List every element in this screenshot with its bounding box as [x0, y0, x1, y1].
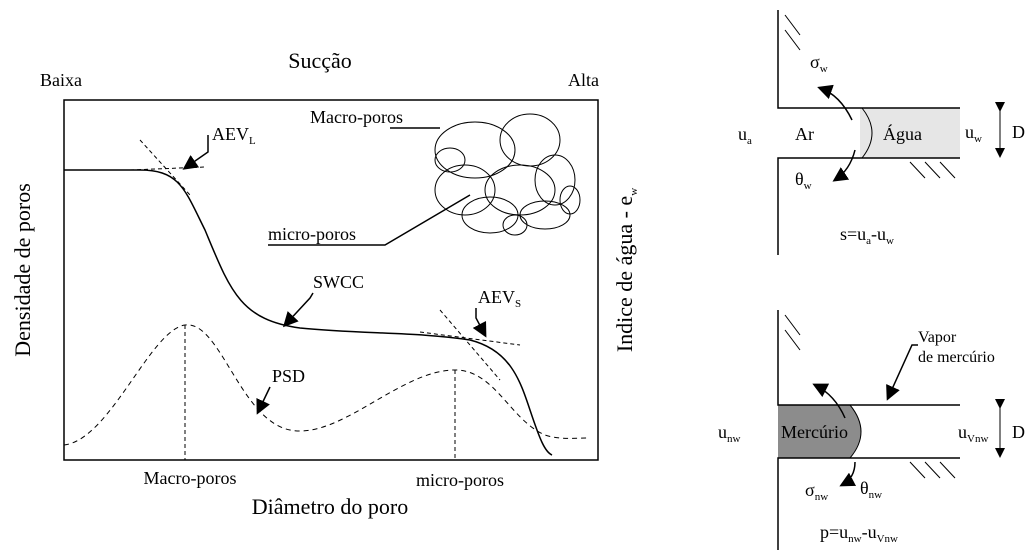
hatch: [784, 14, 956, 179]
subscript: nw: [848, 533, 862, 545]
arrow: [817, 84, 853, 121]
arrow: [812, 383, 846, 419]
subscript: w: [804, 180, 812, 192]
text: u: [718, 422, 727, 442]
sigma-w: σw: [810, 52, 828, 75]
pointer: [886, 344, 918, 401]
aev-s: AEVS: [478, 287, 521, 310]
subscript: a: [866, 235, 871, 247]
tangent: [129, 166, 206, 171]
subscript: w: [974, 133, 982, 145]
text: Indice de água - e: [612, 196, 637, 352]
subscript: nw: [869, 489, 883, 501]
pore-cluster: [434, 113, 581, 236]
tangent: [419, 331, 521, 346]
d: D: [1012, 422, 1025, 442]
text: θ: [860, 478, 869, 498]
text: u: [965, 122, 974, 142]
air: Ar: [795, 124, 814, 144]
text: s=u: [840, 224, 866, 244]
text: u: [738, 124, 747, 144]
arrow: [839, 461, 857, 487]
meniscus: [860, 108, 869, 158]
subscript: w: [628, 188, 640, 196]
text: σ: [810, 52, 820, 72]
swcc-curve: [64, 169, 553, 456]
water-panel: σw ua Ar Água uw D θw s=ua-uw: [738, 10, 1025, 255]
theta-nw: θnw: [860, 478, 882, 501]
text: u: [958, 422, 967, 442]
text: σ: [805, 480, 815, 500]
text: p=u: [820, 522, 848, 542]
mercury: Mercúrio: [781, 422, 848, 442]
mercury-fill: [778, 405, 861, 458]
mercury-panel: Vapor de mercúrio unw Mercúrio uVnw D σn…: [718, 310, 1025, 550]
y2-label: Indice de água - ew: [612, 188, 640, 352]
meniscus-line: [849, 404, 862, 459]
text: AEV: [478, 287, 515, 307]
uvnw: uVnw: [958, 422, 988, 445]
subscript: a: [747, 135, 752, 147]
pointer: [256, 386, 271, 415]
aev-l: AEVL: [212, 124, 256, 147]
water-fill: [860, 108, 960, 158]
tangent: [139, 139, 191, 196]
high-label: Alta: [568, 70, 599, 90]
pointer: [472, 308, 487, 338]
psd-curve: [63, 324, 591, 446]
hatch: [784, 314, 956, 479]
subscript: S: [515, 298, 521, 310]
subscript: L: [249, 135, 256, 147]
x-macro: Macro-poros: [144, 468, 237, 488]
psd-label: PSD: [272, 366, 305, 386]
subscript: nw: [727, 433, 741, 445]
text: AEV: [212, 124, 249, 144]
subscript: nw: [815, 491, 829, 503]
arrow: [832, 149, 856, 182]
tube: [777, 10, 960, 255]
formula: s=ua-uw: [840, 224, 894, 247]
subscript: Vnw: [877, 533, 898, 545]
sigma-nw: σnw: [805, 480, 828, 503]
unw: unw: [718, 422, 741, 445]
top-label: Sucção: [288, 48, 352, 73]
theta-w: θw: [795, 169, 812, 192]
y-label: Densidade de poros: [10, 183, 35, 357]
uw: uw: [965, 122, 982, 145]
pore-chart: Sucção Baixa Alta AEVL Macro-poros micro…: [10, 48, 640, 519]
water: Água: [883, 123, 922, 144]
vapor: Vapor: [918, 329, 957, 346]
macro-label: Macro-poros: [310, 107, 403, 127]
subscript: w: [820, 63, 828, 75]
text: -u: [862, 522, 877, 542]
pointer: [268, 194, 471, 246]
d: D: [1012, 122, 1025, 142]
ua: ua: [738, 124, 752, 147]
x-micro: micro-poros: [416, 470, 504, 490]
tangent: [439, 309, 501, 381]
low-label: Baixa: [40, 70, 82, 90]
pointer: [182, 135, 209, 170]
text: -u: [871, 224, 886, 244]
swcc-label: SWCC: [313, 272, 364, 292]
micro-label: micro-poros: [268, 224, 356, 244]
frame: [63, 99, 599, 461]
x-label: Diâmetro do poro: [252, 494, 408, 519]
subscript: w: [886, 235, 894, 247]
subscript: Vnw: [967, 433, 988, 445]
vapor: de mercúrio: [918, 349, 995, 366]
tube: [777, 310, 960, 550]
text: θ: [795, 169, 804, 189]
formula: p=unw-uVnw: [820, 522, 898, 545]
meniscus-line: [861, 107, 873, 159]
pointer: [282, 292, 314, 328]
